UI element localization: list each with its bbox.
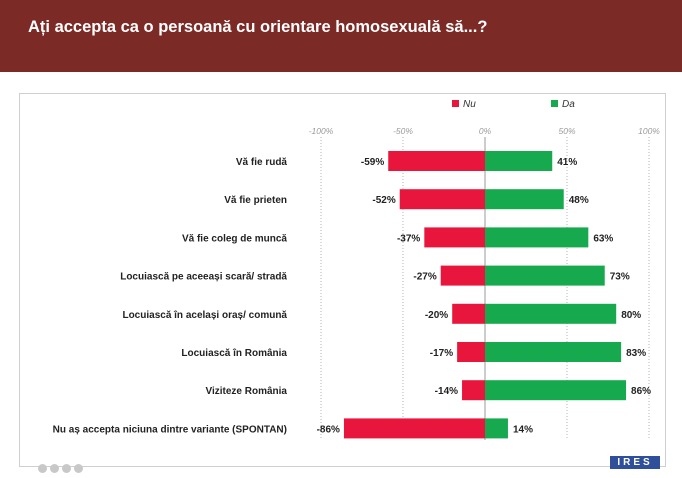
data-label-nu: -27% xyxy=(413,272,436,283)
x-tick-label: 0% xyxy=(479,126,492,136)
bar-nu xyxy=(424,227,485,248)
bar-da xyxy=(485,418,508,439)
category-label: Nu aș accepta niciuna dintre variante (S… xyxy=(53,424,287,435)
bar-da xyxy=(485,303,617,324)
data-label-da: 80% xyxy=(621,310,641,321)
legend-label: Nu xyxy=(463,99,476,110)
data-label-nu: -86% xyxy=(317,424,340,435)
data-label-nu: -14% xyxy=(435,386,458,397)
category-label: Viziteze România xyxy=(205,386,287,397)
bar-nu xyxy=(457,342,485,362)
data-label-nu: -20% xyxy=(425,310,448,321)
bar-da xyxy=(485,227,589,248)
bar-nu xyxy=(388,151,485,171)
category-label: Vă fie rudă xyxy=(236,157,288,168)
data-label-da: 14% xyxy=(513,424,533,435)
category-label: Locuiască în același oraș/ comună xyxy=(122,310,287,321)
bar-da xyxy=(485,342,622,362)
bar-da xyxy=(485,189,564,210)
bar-da xyxy=(485,265,605,286)
legend-swatch xyxy=(551,100,558,107)
data-label-da: 63% xyxy=(593,233,613,244)
category-label: Vă fie coleg de muncă xyxy=(182,233,287,244)
bar-nu xyxy=(452,303,485,324)
bar-nu xyxy=(462,380,485,401)
category-label: Vă fie prieten xyxy=(224,195,287,206)
data-label-da: 83% xyxy=(626,348,646,359)
header-bar: Ați accepta ca o persoană cu orientare h… xyxy=(0,0,682,72)
bar-nu xyxy=(399,189,485,210)
x-tick-label: 100% xyxy=(638,126,660,136)
ires-logo: IRES xyxy=(610,456,660,469)
data-label-nu: -52% xyxy=(372,195,395,206)
page-title: Ați accepta ca o persoană cu orientare h… xyxy=(28,18,488,36)
bar-nu xyxy=(440,265,485,286)
legend-swatch xyxy=(452,100,459,107)
data-label-da: 41% xyxy=(557,157,577,168)
x-tick-label: -100% xyxy=(309,126,334,136)
category-label: Locuiască pe aceeași scară/ stradă xyxy=(120,272,287,283)
data-label-da: 86% xyxy=(631,386,651,397)
x-tick-label: 50% xyxy=(558,126,575,136)
data-label-da: 73% xyxy=(610,272,630,283)
data-label-da: 48% xyxy=(569,195,589,206)
bar-da xyxy=(485,151,553,171)
x-tick-label: -50% xyxy=(393,126,413,136)
data-label-nu: -17% xyxy=(430,348,453,359)
legend-label: Da xyxy=(562,99,575,110)
bar-da xyxy=(485,380,627,401)
data-label-nu: -59% xyxy=(361,157,384,168)
bar-nu xyxy=(343,418,485,439)
category-label: Locuiască în România xyxy=(181,348,287,359)
footer-decoration xyxy=(38,460,86,478)
data-label-nu: -37% xyxy=(397,233,420,244)
